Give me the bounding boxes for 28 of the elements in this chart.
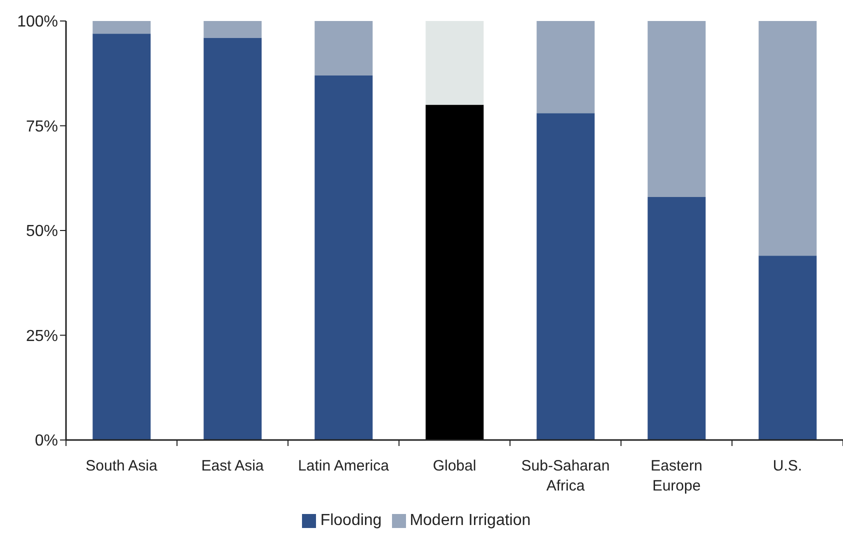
y-tick-label: 0% — [34, 432, 58, 450]
bar — [536, 21, 595, 114]
legend-label: Modern Irrigation — [410, 512, 531, 529]
y-tick-label: 50% — [26, 223, 58, 240]
bar — [426, 104, 484, 440]
legend-label: Flooding — [320, 512, 382, 529]
bar — [204, 38, 262, 440]
x-tick-label: Sub-Saharan Africa — [521, 458, 610, 495]
bar — [92, 34, 151, 440]
x-tick-label: U.S. — [772, 458, 802, 475]
x-tick-label: Latin America — [298, 458, 390, 475]
bar — [536, 113, 595, 440]
y-tick-label: 100% — [17, 14, 58, 31]
bar — [314, 21, 373, 76]
x-tick-label: East Asia — [201, 458, 264, 475]
bar — [314, 75, 373, 440]
bar — [648, 196, 706, 440]
bar — [758, 21, 817, 256]
bar — [758, 256, 817, 440]
x-tick-label: Eastern Europe — [650, 458, 702, 495]
x-tick-label: South Asia — [86, 458, 158, 475]
y-tick-label: 75% — [26, 118, 58, 136]
bar — [204, 21, 262, 38]
bar — [426, 21, 484, 105]
y-tick-label: 25% — [26, 328, 58, 345]
x-tick-label: Global — [432, 458, 476, 475]
bar — [92, 21, 151, 34]
bar — [648, 21, 706, 197]
